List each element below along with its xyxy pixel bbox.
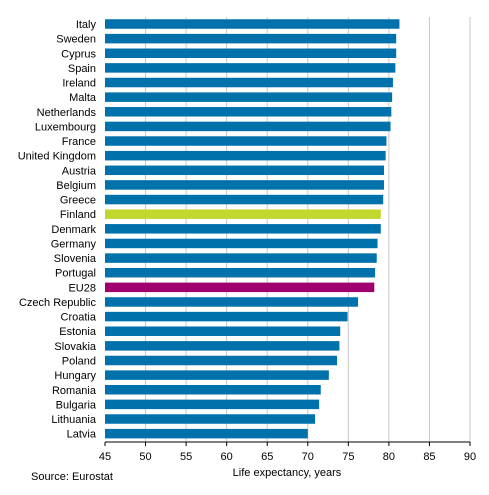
bar-croatia — [105, 311, 348, 322]
bar-slovenia — [105, 253, 377, 263]
bar-bulgaria — [105, 399, 320, 410]
x-tick-label: 50 — [139, 451, 151, 463]
category-label: Netherlands — [37, 107, 97, 119]
category-label: Slovenia — [54, 253, 97, 265]
bar-italy — [105, 19, 400, 29]
category-label: Latvia — [67, 429, 97, 441]
bars — [105, 19, 400, 439]
x-tick-label: 90 — [464, 451, 476, 463]
bar-belgium — [105, 180, 385, 190]
bar-spain — [105, 63, 396, 73]
category-label: United Kingdom — [18, 151, 96, 163]
category-label: Germany — [51, 238, 97, 250]
x-axis-title: Life expectancy, years — [233, 467, 342, 479]
x-axis-ticks: 45 50 55 60 65 70 75 80 85 90 — [99, 442, 476, 463]
category-label: Portugal — [55, 268, 96, 280]
bar-latvia — [105, 428, 308, 439]
bar-portugal — [105, 267, 376, 278]
category-label: Estonia — [59, 326, 97, 338]
bar-germany — [105, 238, 378, 249]
bar-finland — [105, 209, 381, 219]
bar-austria — [105, 165, 385, 176]
bar-ireland — [105, 77, 393, 88]
category-label: France — [62, 136, 96, 148]
category-label: Belgium — [56, 180, 96, 192]
bar-romania — [105, 385, 321, 395]
bar-estonia — [105, 326, 341, 336]
category-label: Sweden — [56, 34, 96, 46]
bar-denmark — [105, 224, 381, 234]
bar-slovakia — [105, 341, 340, 351]
category-label: Cyprus — [61, 48, 96, 60]
x-tick-label: 70 — [302, 451, 314, 463]
category-label: Romania — [52, 385, 97, 397]
bar-lithuania — [105, 414, 316, 424]
bar-cyprus — [105, 48, 397, 59]
bar-greece — [105, 194, 384, 205]
category-label: Finland — [60, 209, 96, 221]
bar-united-kingdom — [105, 150, 386, 161]
category-label: Spain — [68, 63, 96, 75]
bar-eu28 — [105, 282, 375, 293]
bar-czech-republic — [105, 297, 359, 307]
category-label: Slovakia — [54, 341, 96, 353]
category-label: Luxembourg — [35, 121, 96, 133]
x-tick-label: 60 — [221, 451, 233, 463]
bar-malta — [105, 92, 393, 102]
bar-hungary — [105, 370, 329, 380]
category-label: Hungary — [54, 370, 96, 382]
category-label: Czech Republic — [19, 297, 97, 309]
x-tick-label: 75 — [342, 451, 354, 463]
x-tick-label: 55 — [180, 451, 192, 463]
category-label: Ireland — [62, 78, 96, 90]
bar-netherlands — [105, 107, 392, 117]
category-label: Greece — [60, 195, 96, 207]
source-note: Source: Eurostat — [31, 471, 113, 483]
bar-poland — [105, 355, 337, 366]
bar-france — [105, 136, 387, 146]
category-label: Poland — [62, 355, 96, 367]
bar-sweden — [105, 33, 397, 44]
bar-luxembourg — [105, 121, 391, 132]
category-label: Denmark — [51, 224, 96, 236]
x-tick-label: 85 — [423, 451, 435, 463]
category-label: Croatia — [61, 312, 97, 324]
category-labels: Italy Sweden Cyprus Spain Ireland Malta Nether… — [18, 19, 97, 441]
x-tick-label: 45 — [99, 451, 111, 463]
x-tick-label: 65 — [261, 451, 273, 463]
x-tick-label: 80 — [383, 451, 395, 463]
category-label: Lithuania — [51, 414, 97, 426]
category-label: Italy — [76, 19, 97, 31]
category-label: EU28 — [68, 282, 96, 294]
category-label: Bulgaria — [56, 399, 97, 411]
category-label: Malta — [69, 92, 97, 104]
category-label: Austria — [62, 165, 97, 177]
